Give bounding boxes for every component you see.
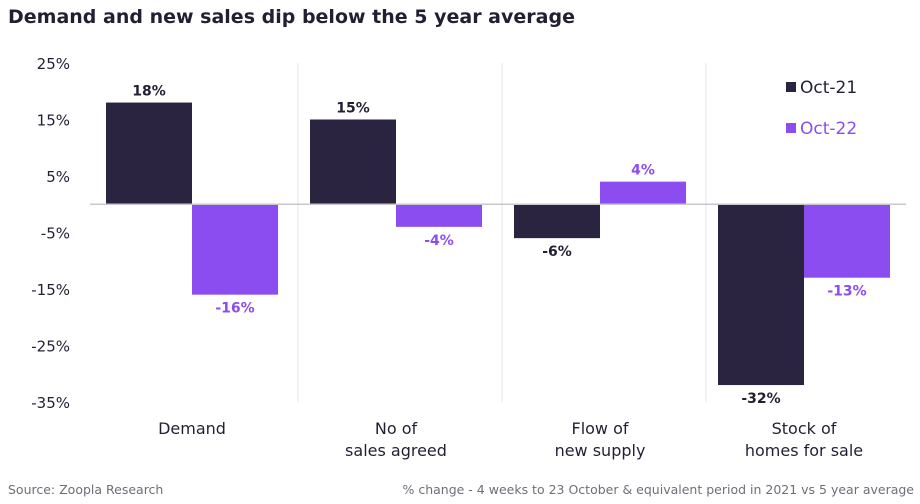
bar-oct-22	[804, 204, 890, 278]
x-category-label: homes for sale	[745, 441, 863, 460]
y-tick-label: -25%	[31, 338, 70, 356]
x-category-label: sales agreed	[345, 441, 447, 460]
bar-oct-21	[310, 119, 396, 205]
y-tick-label: -5%	[41, 225, 70, 243]
data-label: 4%	[631, 163, 655, 179]
bar-oct-21	[106, 102, 192, 205]
bar-oct-21	[514, 204, 600, 239]
legend-swatch	[786, 123, 796, 133]
y-tick-label: 15%	[37, 112, 70, 130]
x-category-label: new supply	[555, 441, 646, 460]
chart-title: Demand and new sales dip below the 5 yea…	[8, 6, 575, 28]
x-category-label: Flow of	[571, 419, 628, 438]
data-label: -32%	[741, 391, 780, 407]
bar-oct-22	[396, 204, 482, 227]
bar-oct-22	[600, 181, 686, 205]
y-tick-label: -15%	[31, 281, 70, 299]
y-tick-label: 5%	[46, 168, 70, 186]
data-label: -13%	[827, 284, 866, 300]
data-label: 18%	[132, 84, 166, 100]
legend-label: Oct-21	[800, 78, 857, 98]
source-note: Source: Zoopla Research	[8, 482, 164, 497]
x-category-label: Stock of	[772, 419, 837, 438]
x-category-label: Demand	[158, 419, 226, 438]
data-label: -16%	[215, 301, 254, 317]
legend-label: Oct-22	[800, 119, 857, 139]
data-label: -4%	[424, 233, 454, 249]
legend-swatch	[786, 82, 796, 92]
data-label: -6%	[542, 244, 572, 260]
y-tick-label: -35%	[31, 394, 70, 412]
bar-oct-21	[718, 204, 804, 386]
bar-oct-22	[192, 204, 278, 295]
x-category-label: No of	[375, 419, 418, 438]
y-tick-label: 25%	[37, 55, 70, 73]
method-note: % change - 4 weeks to 23 October & equiv…	[402, 482, 914, 497]
data-label: 15%	[336, 101, 370, 117]
